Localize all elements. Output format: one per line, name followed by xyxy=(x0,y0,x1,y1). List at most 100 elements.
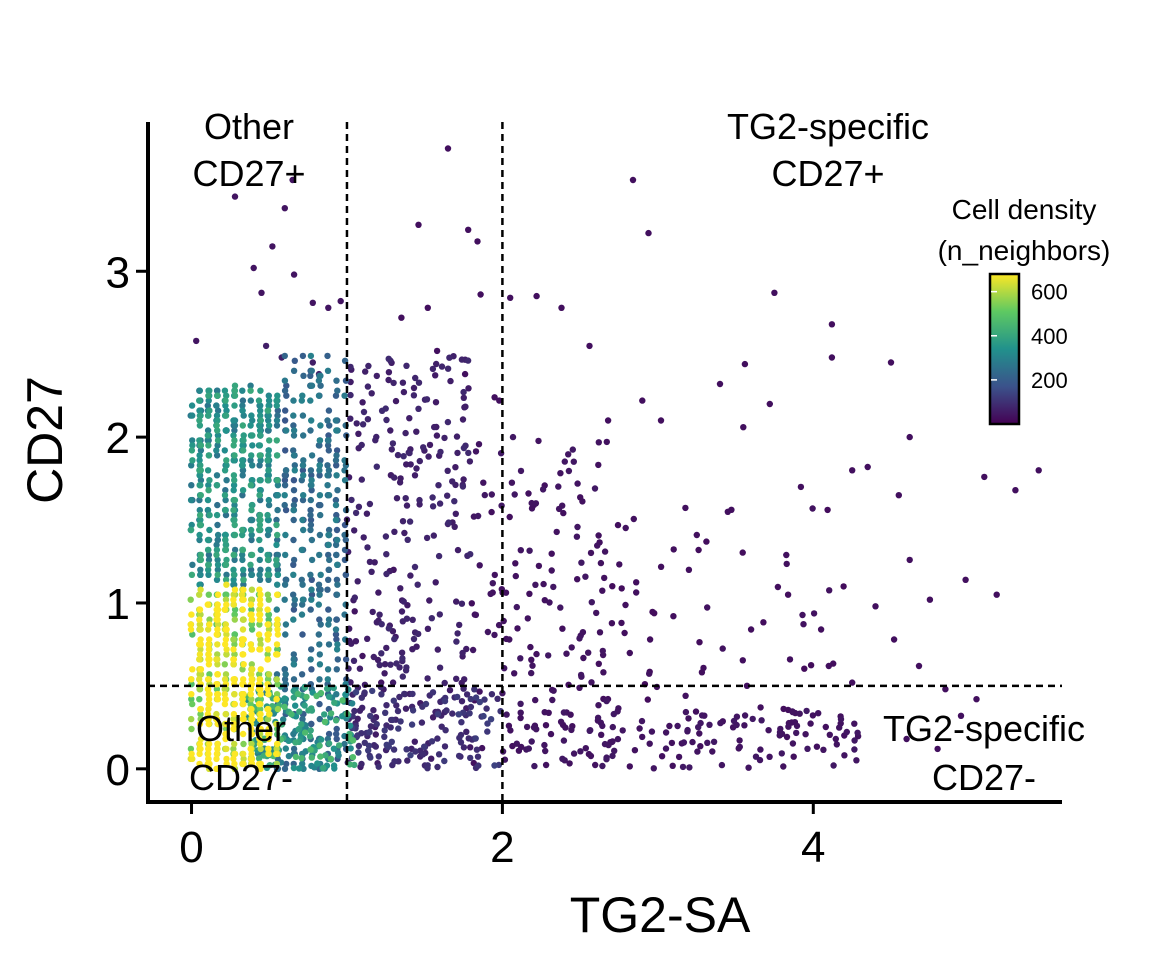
data-point xyxy=(993,591,1000,598)
data-point xyxy=(658,753,666,760)
data-point xyxy=(308,762,315,770)
data-point xyxy=(452,510,459,517)
data-point xyxy=(704,604,711,611)
data-point xyxy=(265,402,272,409)
data-point xyxy=(760,619,767,626)
data-point xyxy=(817,626,825,633)
data-point xyxy=(248,626,256,633)
data-point xyxy=(573,533,581,540)
data-point xyxy=(513,603,520,611)
data-point xyxy=(373,463,380,470)
data-point xyxy=(308,477,315,484)
data-point xyxy=(618,619,625,627)
data-point xyxy=(472,735,479,742)
data-point xyxy=(333,447,341,454)
data-point xyxy=(459,416,467,423)
data-point xyxy=(364,383,372,390)
data-point xyxy=(248,740,255,748)
data-point xyxy=(316,462,323,469)
data-point xyxy=(204,437,211,444)
data-point xyxy=(248,621,255,628)
data-point xyxy=(434,763,441,771)
data-point xyxy=(274,531,281,539)
data-point xyxy=(741,712,749,719)
data-point xyxy=(786,656,794,663)
data-point xyxy=(230,457,238,464)
data-point xyxy=(206,760,213,768)
data-point xyxy=(435,751,443,758)
data-point xyxy=(467,744,474,751)
data-point xyxy=(316,467,323,474)
data-point xyxy=(453,638,460,645)
data-point xyxy=(327,755,334,762)
data-point xyxy=(341,392,348,399)
data-point xyxy=(221,691,228,698)
data-point xyxy=(424,765,431,772)
data-point xyxy=(410,392,418,399)
data-point xyxy=(230,656,238,663)
data-point xyxy=(488,508,495,516)
data-point xyxy=(307,427,314,434)
data-point xyxy=(231,392,239,399)
data-point xyxy=(189,457,196,464)
data-point xyxy=(327,710,335,717)
region-label-bottom-right-line1: TG2-specific xyxy=(883,708,1085,749)
data-point xyxy=(400,453,407,460)
data-point xyxy=(308,487,315,494)
data-point xyxy=(332,541,340,549)
data-point xyxy=(324,666,332,673)
data-point xyxy=(348,496,355,504)
data-point xyxy=(292,753,300,761)
data-point xyxy=(240,651,247,658)
data-point xyxy=(197,666,205,673)
data-point xyxy=(619,727,626,734)
data-point xyxy=(774,583,782,591)
data-point xyxy=(231,546,239,554)
data-point xyxy=(926,596,934,603)
data-point xyxy=(420,444,427,451)
data-point xyxy=(282,631,289,638)
data-point xyxy=(459,483,467,490)
data-point xyxy=(205,561,212,568)
data-point xyxy=(257,516,264,524)
data-point xyxy=(359,704,366,711)
data-point xyxy=(265,691,272,698)
data-point xyxy=(290,651,297,658)
data-point xyxy=(299,596,307,603)
data-point xyxy=(248,501,256,509)
data-point xyxy=(273,521,280,529)
data-point xyxy=(274,646,281,653)
data-point xyxy=(325,693,333,700)
data-point xyxy=(290,764,298,772)
data-point xyxy=(696,730,703,737)
data-point xyxy=(299,462,307,469)
data-point xyxy=(231,586,239,593)
data-point xyxy=(324,482,331,489)
data-point xyxy=(325,740,333,747)
data-point xyxy=(230,591,237,598)
data-point xyxy=(205,452,212,459)
data-point xyxy=(441,757,448,765)
data-point xyxy=(316,551,323,559)
data-point xyxy=(511,670,518,677)
data-point xyxy=(401,529,408,537)
data-point xyxy=(205,487,212,494)
data-point xyxy=(962,576,969,583)
data-point xyxy=(290,745,298,753)
data-point xyxy=(428,755,435,762)
data-point xyxy=(376,661,383,669)
data-point xyxy=(458,719,465,726)
data-point xyxy=(274,681,281,688)
data-point xyxy=(333,526,341,534)
data-point xyxy=(299,631,306,638)
data-point xyxy=(315,442,323,449)
data-point xyxy=(802,731,809,738)
data-point xyxy=(796,710,803,717)
data-point xyxy=(221,676,229,683)
data-point xyxy=(248,755,255,763)
data-point xyxy=(248,536,255,544)
data-point xyxy=(432,399,440,406)
data-point xyxy=(332,457,340,464)
data-point xyxy=(325,566,332,573)
data-point xyxy=(325,621,332,628)
